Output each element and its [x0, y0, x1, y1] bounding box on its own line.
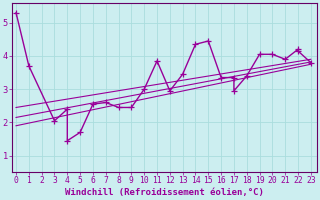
X-axis label: Windchill (Refroidissement éolien,°C): Windchill (Refroidissement éolien,°C)	[65, 188, 264, 197]
